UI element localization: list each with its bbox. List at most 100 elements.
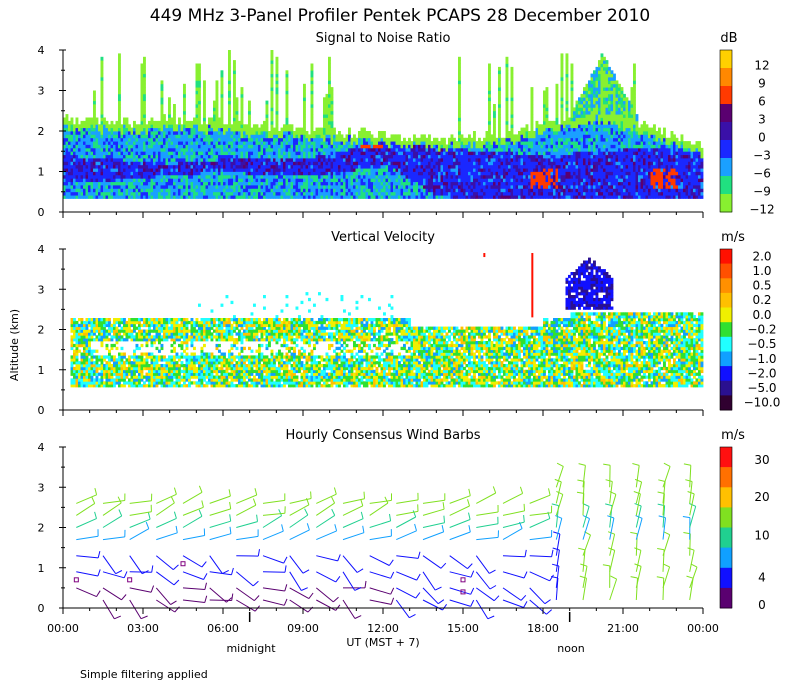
- snr-cell: [95, 158, 99, 162]
- snr-cell: [540, 147, 544, 152]
- snr-cell: [398, 168, 401, 172]
- snr-cell: [240, 131, 244, 135]
- snr-cell: [510, 178, 514, 183]
- snr-cell: [158, 174, 161, 179]
- snr-cell: [220, 120, 224, 125]
- snr-cell: [223, 137, 226, 142]
- snr-cell: [278, 191, 281, 196]
- snr-cell: [310, 181, 314, 186]
- snr-cell: [215, 80, 219, 85]
- snr-cell: [570, 147, 574, 152]
- snr-cell: [260, 195, 264, 199]
- snr-cell: [158, 154, 161, 159]
- snr-cell: [533, 158, 536, 162]
- snr-cell: [95, 174, 99, 179]
- snr-cell: [233, 73, 236, 78]
- snr-cell: [255, 158, 259, 162]
- snr-cell: [555, 83, 559, 88]
- snr-cell: [115, 168, 119, 172]
- snr-cell: [288, 147, 291, 152]
- snr-cell: [98, 124, 101, 129]
- snr-cell: [510, 87, 514, 91]
- snr-cell: [220, 110, 224, 115]
- snr-cell: [560, 87, 564, 91]
- snr-cell: [80, 178, 84, 183]
- snr-cell: [365, 141, 369, 145]
- snr-cell: [455, 151, 459, 156]
- snr-cell: [240, 104, 244, 108]
- snr-cell: [343, 161, 346, 166]
- snr-cell: [558, 147, 561, 152]
- snr-cell: [360, 151, 364, 156]
- snr-cell: [130, 168, 134, 172]
- snr-cell: [520, 151, 524, 156]
- snr-cell: [488, 195, 491, 199]
- snr-cell: [163, 134, 166, 139]
- snr-cell: [340, 161, 344, 166]
- snr-cell: [510, 174, 514, 179]
- snr-cell: [70, 164, 74, 169]
- snr-cell: [160, 158, 164, 162]
- snr-cell: [483, 174, 486, 179]
- snr-cell: [478, 141, 481, 145]
- snr-cell: [160, 80, 164, 85]
- snr-cell: [368, 158, 371, 162]
- snr-cell: [528, 188, 531, 193]
- snr-cell: [483, 147, 486, 152]
- snr-cell: [260, 171, 264, 176]
- snr-cell: [210, 137, 214, 142]
- snr-cell: [128, 174, 131, 179]
- snr-cell: [330, 188, 334, 193]
- snr-cell: [205, 151, 209, 156]
- snr-cell: [403, 168, 406, 172]
- snr-cell: [208, 134, 211, 139]
- snr-cell: [315, 127, 319, 132]
- snr-cell: [528, 164, 531, 169]
- snr-cell: [488, 93, 491, 98]
- snr-cell: [168, 158, 171, 162]
- snr-cell: [75, 127, 79, 132]
- snr-cell: [218, 195, 221, 199]
- snr-cell: [480, 158, 484, 162]
- snr-cell: [220, 191, 224, 196]
- snr-cell: [103, 124, 106, 129]
- snr-cell: [310, 147, 314, 152]
- snr-cell: [170, 154, 174, 159]
- snr-cell: [213, 134, 216, 139]
- snr-cell: [560, 93, 564, 98]
- snr-cell: [290, 195, 294, 199]
- snr-cell: [75, 185, 79, 189]
- snr-cell: [208, 141, 211, 145]
- snr-cell: [575, 151, 579, 156]
- snr-cell: [250, 188, 254, 193]
- snr-cell: [315, 134, 319, 139]
- snr-cell: [88, 174, 91, 179]
- snr-cell: [95, 117, 99, 122]
- snr-cell: [83, 158, 86, 162]
- snr-cell: [553, 178, 556, 183]
- snr-cell: [490, 168, 494, 172]
- snr-cell: [555, 117, 559, 122]
- snr-cell: [428, 147, 431, 152]
- snr-cell: [418, 164, 421, 169]
- snr-cell: [458, 70, 461, 75]
- snr-cell: [195, 164, 199, 169]
- snr-cell: [280, 178, 284, 183]
- snr-cell: [525, 164, 529, 169]
- snr-cell: [100, 60, 104, 64]
- snr-cell: [510, 195, 514, 199]
- snr-cell: [575, 131, 579, 135]
- snr-cell: [233, 124, 236, 129]
- snr-cell: [360, 137, 364, 142]
- snr-cell: [70, 144, 74, 149]
- snr-cell: [550, 178, 554, 183]
- snr-cell: [418, 174, 421, 179]
- snr-cell: [348, 158, 351, 162]
- snr-cell: [195, 134, 199, 139]
- snr-cell: [330, 154, 334, 159]
- snr-cell: [493, 161, 496, 166]
- snr-cell: [328, 73, 331, 78]
- snr-cell: [110, 144, 114, 149]
- snr-cell: [198, 77, 201, 81]
- snr-cell: [325, 107, 329, 112]
